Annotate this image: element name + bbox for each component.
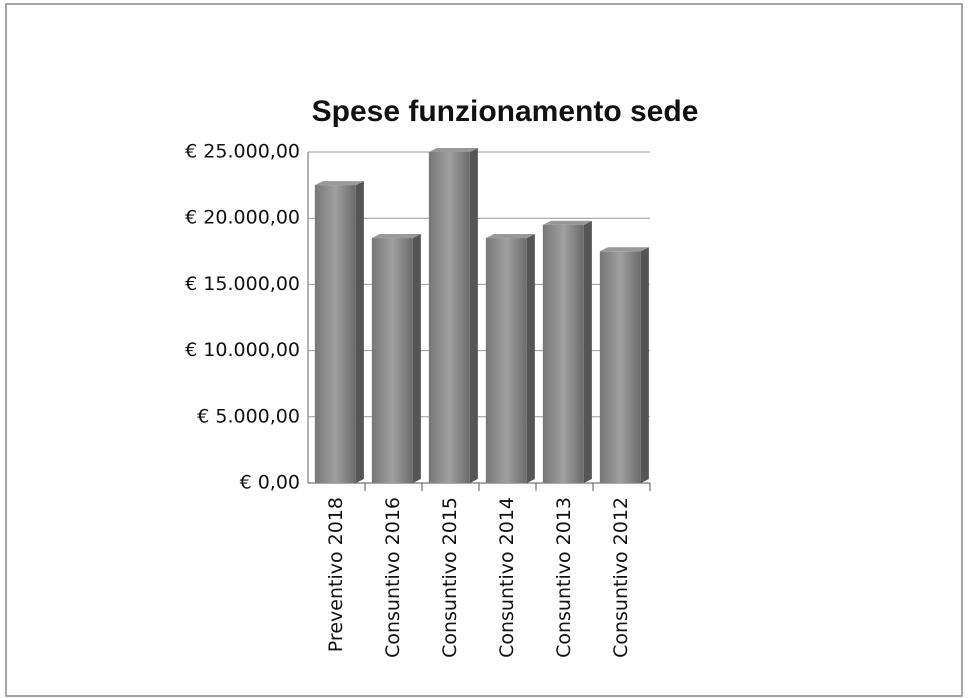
bar-top [599,247,649,252]
x-tick-label: Consuntivo 2013 [553,497,575,658]
y-tick-label: € 0,00 [240,472,300,494]
bar-side [526,234,535,483]
bar-side [355,181,364,483]
bar-top [428,148,478,152]
x-tick-label: Consuntivo 2014 [496,497,518,658]
x-tick-label: Preventivo 2018 [325,497,347,652]
bar [314,185,356,483]
bar [599,251,641,483]
bar-top [314,181,364,186]
x-tick-label: Consuntivo 2016 [382,497,404,658]
bar-side [583,220,592,483]
frame [5,3,963,697]
bar-side [469,148,478,483]
chart-title: Spese funzionamento sede [312,95,699,128]
y-tick-label: € 15.000,00 [185,273,300,295]
bar-top [371,234,421,239]
x-tick-label: Consuntivo 2012 [610,497,632,658]
bar-top [485,234,535,239]
bar-side [412,234,421,483]
y-tick-label: € 10.000,00 [185,339,300,361]
y-tick-label: € 20.000,00 [185,207,300,229]
x-tick-label: Consuntivo 2015 [439,497,461,658]
bar-top [542,220,592,225]
bar [371,238,413,483]
y-tick-label: € 5.000,00 [197,405,300,427]
bar-side [640,247,649,483]
bar [428,152,470,483]
y-tick-label: € 25.000,00 [185,141,300,163]
bar [542,224,584,483]
bar [485,238,527,483]
